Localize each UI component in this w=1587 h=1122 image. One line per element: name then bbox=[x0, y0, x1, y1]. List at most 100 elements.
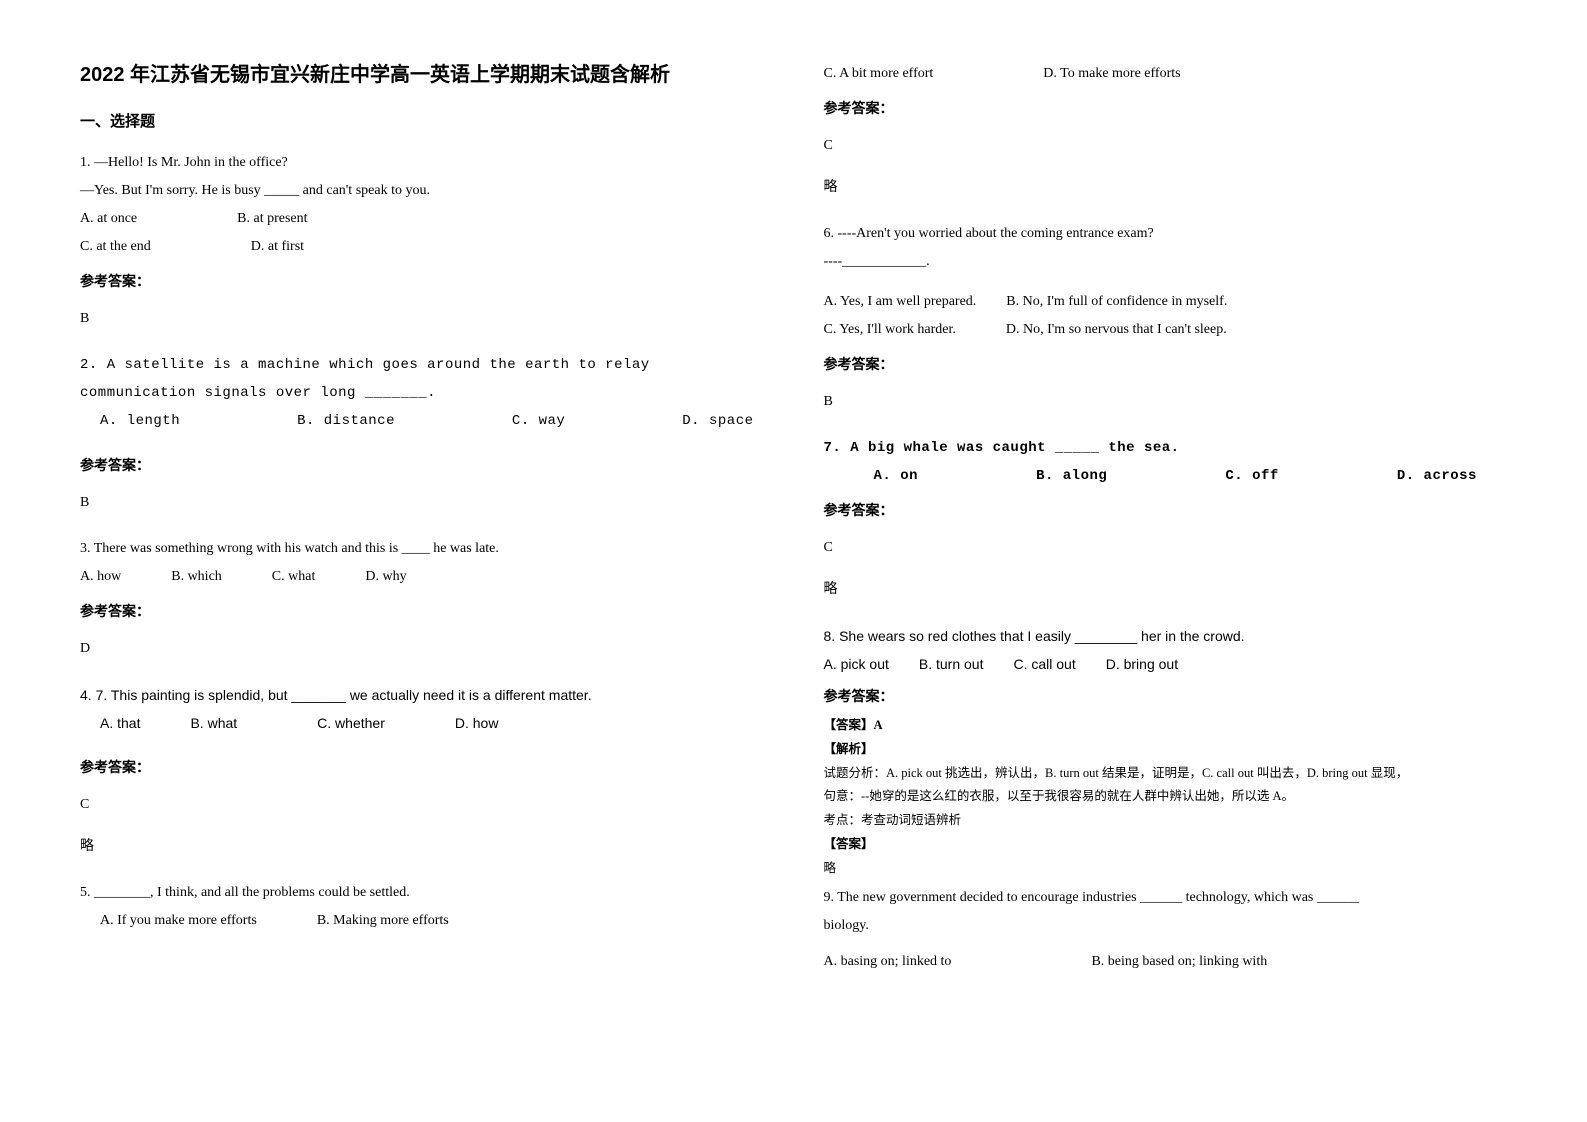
q1-optB: B. at present bbox=[237, 205, 307, 233]
q9-text1: 9. The new government decided to encoura… bbox=[824, 884, 1508, 912]
q5-options-row1: A. If you make more efforts B. Making mo… bbox=[80, 907, 764, 935]
q8-exp-line2: 句意：--她穿的是这么红的衣服，以至于我很容易的就在人群中辨认出她，所以选 A。 bbox=[824, 785, 1508, 809]
q8-answer-label: 参考答案： bbox=[824, 686, 1508, 706]
q8-options: A. pick out B. turn out C. call out D. b… bbox=[824, 650, 1508, 678]
q4-optD: D. how bbox=[455, 709, 499, 737]
question-3: 3. There was something wrong with his wa… bbox=[80, 535, 764, 663]
q8-note: 略 bbox=[824, 857, 1508, 881]
q6-answer-label: 参考答案： bbox=[824, 352, 1508, 380]
q9-options-row1: A. basing on; linked to B. being based o… bbox=[824, 948, 1508, 976]
q4-optB: B. what bbox=[190, 709, 237, 737]
exam-page: 2022 年江苏省无锡市宜兴新庄中学高一英语上学期期末试题含解析 一、选择题 1… bbox=[80, 60, 1507, 994]
q3-text: 3. There was something wrong with his wa… bbox=[80, 535, 764, 563]
q4-answer-label: 参考答案： bbox=[80, 755, 764, 783]
question-9: 9. The new government decided to encoura… bbox=[824, 884, 1508, 976]
q7-answer: C bbox=[824, 534, 1508, 562]
q1-optC: C. at the end bbox=[80, 233, 151, 261]
q6-optD: D. No, I'm so nervous that I can't sleep… bbox=[1006, 316, 1227, 344]
q6-line2: ----____________. bbox=[824, 248, 1508, 276]
q4-note: 略 bbox=[80, 833, 764, 861]
q8-exp-line3: 考点：考查动词短语辨析 bbox=[824, 809, 1508, 833]
q6-optC: C. Yes, I'll work harder. bbox=[824, 316, 956, 344]
document-title: 2022 年江苏省无锡市宜兴新庄中学高一英语上学期期末试题含解析 bbox=[80, 60, 764, 90]
q2-optC: C. way bbox=[512, 407, 565, 435]
q2-optD: D. space bbox=[682, 407, 753, 435]
question-2: 2. A satellite is a machine which goes a… bbox=[80, 351, 764, 435]
left-column: 2022 年江苏省无锡市宜兴新庄中学高一英语上学期期末试题含解析 一、选择题 1… bbox=[80, 60, 764, 994]
q9-text2: biology. bbox=[824, 912, 1508, 940]
q3-options: A. how B. which C. what D. why bbox=[80, 563, 764, 591]
q2-answer: B bbox=[80, 489, 764, 517]
q3-optC: C. what bbox=[272, 563, 316, 591]
question-5: 5. ________, I think, and all the proble… bbox=[80, 879, 764, 935]
q5-optD: D. To make more efforts bbox=[1043, 60, 1180, 88]
q8-optC: C. call out bbox=[1013, 650, 1075, 678]
q3-optD: D. why bbox=[365, 563, 406, 591]
q6-optA: A. Yes, I am well prepared. bbox=[824, 288, 977, 316]
q3-optB: B. which bbox=[171, 563, 222, 591]
q1-line2: —Yes. But I'm sorry. He is busy _____ an… bbox=[80, 177, 764, 205]
q3-answer-label: 参考答案： bbox=[80, 599, 764, 627]
q1-options-row2: C. at the end D. at first bbox=[80, 233, 764, 261]
q2-answer-label: 参考答案： bbox=[80, 453, 764, 481]
q1-optA: A. at once bbox=[80, 205, 137, 233]
q5-answer-label: 参考答案： bbox=[824, 96, 1508, 124]
question-7: 7. A big whale was caught _____ the sea.… bbox=[824, 434, 1508, 490]
q5-optB: B. Making more efforts bbox=[317, 907, 449, 935]
q8-optD: D. bring out bbox=[1106, 650, 1178, 678]
q7-answer-label: 参考答案： bbox=[824, 498, 1508, 526]
q5-note: 略 bbox=[824, 174, 1508, 202]
q9-optA: A. basing on; linked to bbox=[824, 948, 952, 976]
q5-optC: C. A bit more effort bbox=[824, 60, 934, 88]
q6-options-row1: A. Yes, I am well prepared. B. No, I'm f… bbox=[824, 288, 1508, 316]
q3-optA: A. how bbox=[80, 563, 121, 591]
q5-optA: A. If you make more efforts bbox=[100, 907, 257, 935]
q8-ans-tag2: 【答案】 bbox=[824, 833, 1508, 857]
q4-text: 4. 7. This painting is splendid, but ___… bbox=[80, 681, 764, 709]
q8-optA: A. pick out bbox=[824, 650, 889, 678]
q4-answer: C bbox=[80, 791, 764, 819]
q8-exp-tag: 【解析】 bbox=[824, 738, 1508, 762]
q8-ans-tag: 【答案】A bbox=[824, 714, 1508, 738]
question-2-answer: 参考答案： B bbox=[80, 453, 764, 517]
q7-options: A. on B. along C. off D. across bbox=[824, 462, 1508, 490]
q1-line1: 1. —Hello! Is Mr. John in the office? bbox=[80, 149, 764, 177]
question-7-answer: 参考答案： C 略 bbox=[824, 498, 1508, 604]
question-1: 1. —Hello! Is Mr. John in the office? —Y… bbox=[80, 149, 764, 333]
q8-explanation: 【答案】A 【解析】 试题分析：A. pick out 挑选出，辨认出，B. t… bbox=[824, 714, 1508, 880]
q4-optA: A. that bbox=[100, 709, 140, 737]
q1-answer: B bbox=[80, 305, 764, 333]
q7-text: 7. A big whale was caught _____ the sea. bbox=[824, 434, 1508, 462]
q4-options: A. that B. what C. whether D. how bbox=[80, 709, 764, 737]
q6-options-row2: C. Yes, I'll work harder. D. No, I'm so … bbox=[824, 316, 1508, 344]
q9-optB: B. being based on; linking with bbox=[1091, 948, 1267, 976]
q4-optC: C. whether bbox=[317, 709, 385, 737]
section-heading: 一、选择题 bbox=[80, 110, 764, 131]
q6-optB: B. No, I'm full of confidence in myself. bbox=[1006, 288, 1227, 316]
q6-answer: B bbox=[824, 388, 1508, 416]
q7-optD: D. across bbox=[1397, 462, 1477, 490]
q2-optB: B. distance bbox=[297, 407, 395, 435]
q7-optA: A. on bbox=[874, 462, 919, 490]
q2-options: A. length B. distance C. way D. space bbox=[80, 407, 764, 435]
q1-answer-label: 参考答案： bbox=[80, 269, 764, 297]
q1-optD: D. at first bbox=[251, 233, 304, 261]
question-5-cont: C. A bit more effort D. To make more eff… bbox=[824, 60, 1508, 202]
q6-text: 6. ----Aren't you worried about the comi… bbox=[824, 220, 1508, 248]
question-6: 6. ----Aren't you worried about the comi… bbox=[824, 220, 1508, 416]
q8-exp-line1: 试题分析：A. pick out 挑选出，辨认出，B. turn out 结果是… bbox=[824, 762, 1508, 786]
question-8: 8. She wears so red clothes that I easil… bbox=[824, 622, 1508, 678]
q3-answer: D bbox=[80, 635, 764, 663]
q7-optC: C. off bbox=[1225, 462, 1278, 490]
q8-text: 8. She wears so red clothes that I easil… bbox=[824, 622, 1508, 650]
q5-options-row2: C. A bit more effort D. To make more eff… bbox=[824, 60, 1508, 88]
q7-optB: B. along bbox=[1036, 462, 1107, 490]
question-4-answer: 参考答案： C 略 bbox=[80, 755, 764, 861]
q7-note: 略 bbox=[824, 576, 1508, 604]
q1-options-row1: A. at once B. at present bbox=[80, 205, 764, 233]
q2-optA: A. length bbox=[100, 407, 180, 435]
q5-answer: C bbox=[824, 132, 1508, 160]
q5-text: 5. ________, I think, and all the proble… bbox=[80, 879, 764, 907]
q2-text: 2. A satellite is a machine which goes a… bbox=[80, 351, 764, 407]
q8-optB: B. turn out bbox=[919, 650, 984, 678]
